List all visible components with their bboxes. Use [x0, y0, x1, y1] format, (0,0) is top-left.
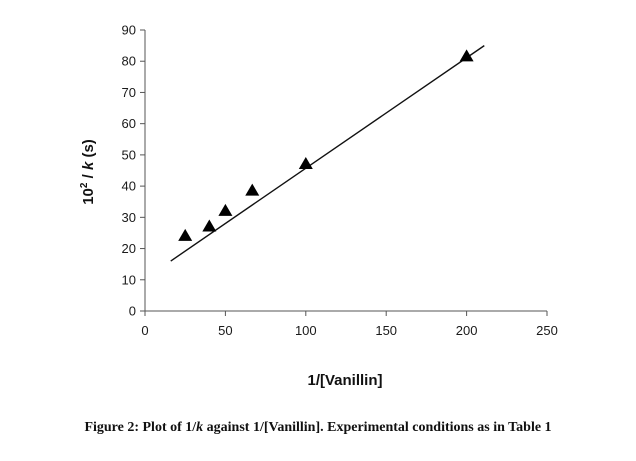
- figure-caption: Figure 2: Plot of 1/k against 1/[Vanilli…: [84, 420, 552, 435]
- trend-line-group: [170, 45, 485, 262]
- x-tick-label: 250: [536, 323, 558, 338]
- x-tick-label: 100: [295, 323, 317, 338]
- trend-line: [170, 45, 485, 262]
- y-tick-label: 80: [122, 54, 136, 69]
- y-axis-title: 102 / k (s): [79, 139, 97, 205]
- y-tick-label: 90: [122, 23, 136, 38]
- y-tick-label: 0: [129, 304, 136, 319]
- x-axis-title: 1/[Vanillin]: [307, 372, 382, 389]
- data-point-triangle: [178, 228, 193, 241]
- x-tick-label: 50: [218, 323, 232, 338]
- data-point-triangle: [218, 203, 233, 216]
- y-tick-label: 20: [122, 241, 136, 256]
- axes: [144, 30, 547, 312]
- chart: 0 10 20 30 40 50 60 70 80 90 0 50 100 150 200 250 1/[V…: [79, 23, 558, 390]
- y-axis-ticks: 0 10 20 30 40 50 60 70 80 90: [122, 23, 145, 319]
- x-tick-label: 150: [375, 323, 397, 338]
- y-tick-label: 10: [122, 272, 136, 287]
- y-tick-label: 30: [122, 210, 136, 225]
- x-axis-ticks: 0 50 100 150 200 250: [141, 311, 558, 338]
- data-point-triangle: [202, 219, 217, 232]
- x-tick-label: 0: [141, 323, 148, 338]
- y-tick-label: 40: [122, 179, 136, 194]
- y-tick-label: 70: [122, 85, 136, 100]
- data-point-triangle: [298, 157, 313, 170]
- y-tick-label: 50: [122, 147, 136, 162]
- x-tick-label: 200: [456, 323, 478, 338]
- data-point-triangle: [459, 49, 474, 62]
- data-point-triangle: [245, 183, 260, 196]
- y-tick-label: 60: [122, 116, 136, 131]
- data-points: [178, 49, 474, 241]
